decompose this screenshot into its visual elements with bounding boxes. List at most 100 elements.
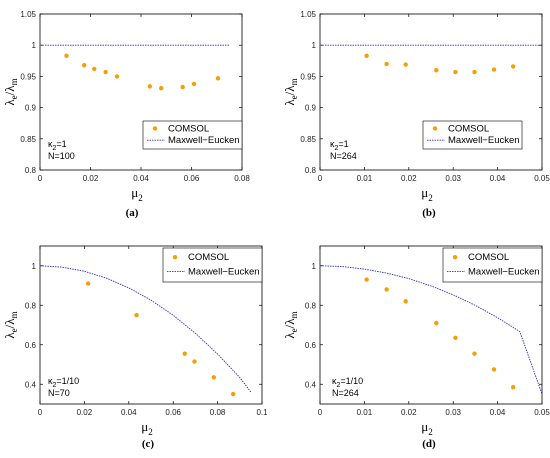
- legend-comsol-marker: [152, 126, 158, 131]
- legend-comsol-marker: [432, 126, 438, 131]
- comsol-point: [384, 287, 389, 292]
- comsol-point: [192, 359, 197, 364]
- y-tick-label: 0.85: [20, 135, 36, 144]
- y-axis-label-part: m: [9, 78, 19, 85]
- x-tick-label: 0.04: [490, 174, 506, 183]
- legend-comsol-label: COMSOL: [188, 252, 229, 263]
- x-axis-label: μ2μ2: [131, 185, 142, 203]
- panel-label: (b): [422, 207, 436, 219]
- legend-comsol-marker: [452, 255, 458, 260]
- comsol-point: [103, 69, 108, 75]
- x-axis-label: μ2μ2: [141, 419, 152, 437]
- maxwell-eucken-line: [319, 265, 543, 395]
- x-axis-label: μ2μ2: [421, 419, 432, 437]
- y-axis-label-part: m: [9, 311, 19, 318]
- comsol-point: [134, 312, 139, 318]
- x-axis-label-main: μ: [421, 419, 428, 434]
- y-tick-label: 0.9: [305, 104, 317, 113]
- y-tick-label: 1: [312, 262, 317, 271]
- x-tick-label: 0.02: [77, 408, 93, 417]
- y-axis-label-part: /λ: [2, 318, 17, 329]
- legend-comsol-label: COMSOL: [468, 252, 509, 263]
- y-axis-label-part: /λ: [282, 318, 297, 329]
- x-tick-label: 0.08: [210, 408, 226, 417]
- y-axis-label: λe/λmλe/λm: [2, 78, 19, 105]
- n-annotation: N=264: [332, 388, 359, 398]
- comsol-point: [434, 67, 439, 73]
- x-tick-label: 0: [38, 408, 43, 417]
- y-tick-label: 0.6: [25, 341, 37, 350]
- legend-maxwell-label: Maxwell−Eucken: [188, 266, 260, 277]
- y-axis-label: λe/λmλe/λm: [282, 78, 299, 105]
- comsol-point: [453, 335, 458, 341]
- x-tick-label: 0: [318, 174, 323, 183]
- y-tick-label: 0.4: [305, 380, 317, 389]
- panel-label: (a): [126, 207, 139, 219]
- kappa-value: =1/10: [56, 376, 79, 386]
- y-axis-label-part: /λ: [282, 85, 297, 96]
- x-axis-label-sub: 2: [148, 427, 153, 437]
- comsol-point: [215, 76, 221, 81]
- y-axis-label: λe/λmλe/λm: [282, 311, 299, 338]
- comsol-point: [434, 320, 439, 326]
- comsol-point: [403, 299, 408, 304]
- comsol-point: [453, 69, 458, 75]
- y-axis-label-part: /λ: [2, 85, 17, 96]
- comsol-point: [191, 81, 197, 87]
- legend-comsol-label: COMSOL: [168, 123, 209, 134]
- y-axis-label-part: e: [9, 328, 19, 332]
- comsol-point: [159, 86, 164, 91]
- legend-box: [442, 247, 543, 283]
- plot-frame: [319, 13, 543, 171]
- y-tick-label: 1: [312, 41, 317, 50]
- x-tick-label: 0.04: [133, 174, 149, 183]
- y-axis-label-part: m: [289, 311, 299, 318]
- comsol-point: [114, 74, 120, 79]
- panel-a: 0 0.02 0.04 0.06 0.080.80.850.90.9511.05μ2μ2…: [2, 10, 250, 219]
- kappa-value: =1/10: [340, 376, 363, 386]
- comsol-point: [364, 53, 369, 59]
- y-tick-label: 1.05: [20, 10, 36, 19]
- x-tick-label: 0.04: [490, 408, 506, 417]
- y-axis-label-part: λ: [282, 99, 297, 106]
- x-tick-label: 0: [38, 174, 43, 183]
- y-tick-label: 1.05: [300, 10, 316, 19]
- legend-box: [142, 120, 243, 150]
- comsol-point: [85, 281, 91, 286]
- legend-box: [162, 247, 263, 283]
- comsol-point: [92, 66, 97, 72]
- y-axis-label-part: λ: [282, 332, 297, 339]
- y-tick-label: 0.85: [300, 135, 316, 144]
- comsol-point: [384, 61, 389, 67]
- legend-comsol-marker: [172, 255, 178, 260]
- kappa-value: =1: [56, 139, 66, 149]
- kappa-value: =1: [338, 139, 348, 149]
- comsol-point: [81, 62, 87, 68]
- x-tick-label: 0.02: [401, 408, 417, 417]
- x-tick-label: 0.02: [401, 174, 417, 183]
- comsol-point: [230, 391, 236, 397]
- panel-c: 0 0.02 0.04 0.06 0.08 0.10.40.60.81μ2μ2λe/λmλ…: [2, 245, 268, 450]
- legend-maxwell-label: Maxwell−Eucken: [168, 135, 240, 146]
- y-tick-label: 0.6: [305, 341, 317, 350]
- y-tick-label: 0.8: [25, 301, 37, 310]
- comsol-point: [491, 67, 497, 72]
- comsol-point: [491, 367, 497, 372]
- kappa-symbol: κ: [330, 139, 335, 149]
- y-axis-label-part: m: [289, 78, 299, 85]
- plot-frame: [39, 245, 263, 405]
- comsol-point: [180, 84, 185, 90]
- comsol-point: [510, 64, 516, 69]
- plot-frame: [319, 245, 543, 405]
- x-tick-label: 0.03: [445, 408, 461, 417]
- x-axis-label-sub: 2: [428, 427, 433, 437]
- maxwell-eucken-line: [39, 265, 252, 393]
- x-axis-label-sub: 2: [138, 193, 143, 203]
- x-tick-label: 0.04: [121, 408, 137, 417]
- x-tick-label: 0.08: [234, 174, 250, 183]
- n-annotation: N=100: [48, 151, 75, 161]
- kappa-symbol: κ: [48, 376, 53, 386]
- comsol-point: [472, 69, 477, 75]
- y-tick-label: 0.8: [25, 166, 37, 175]
- legend-comsol-label: COMSOL: [448, 123, 489, 134]
